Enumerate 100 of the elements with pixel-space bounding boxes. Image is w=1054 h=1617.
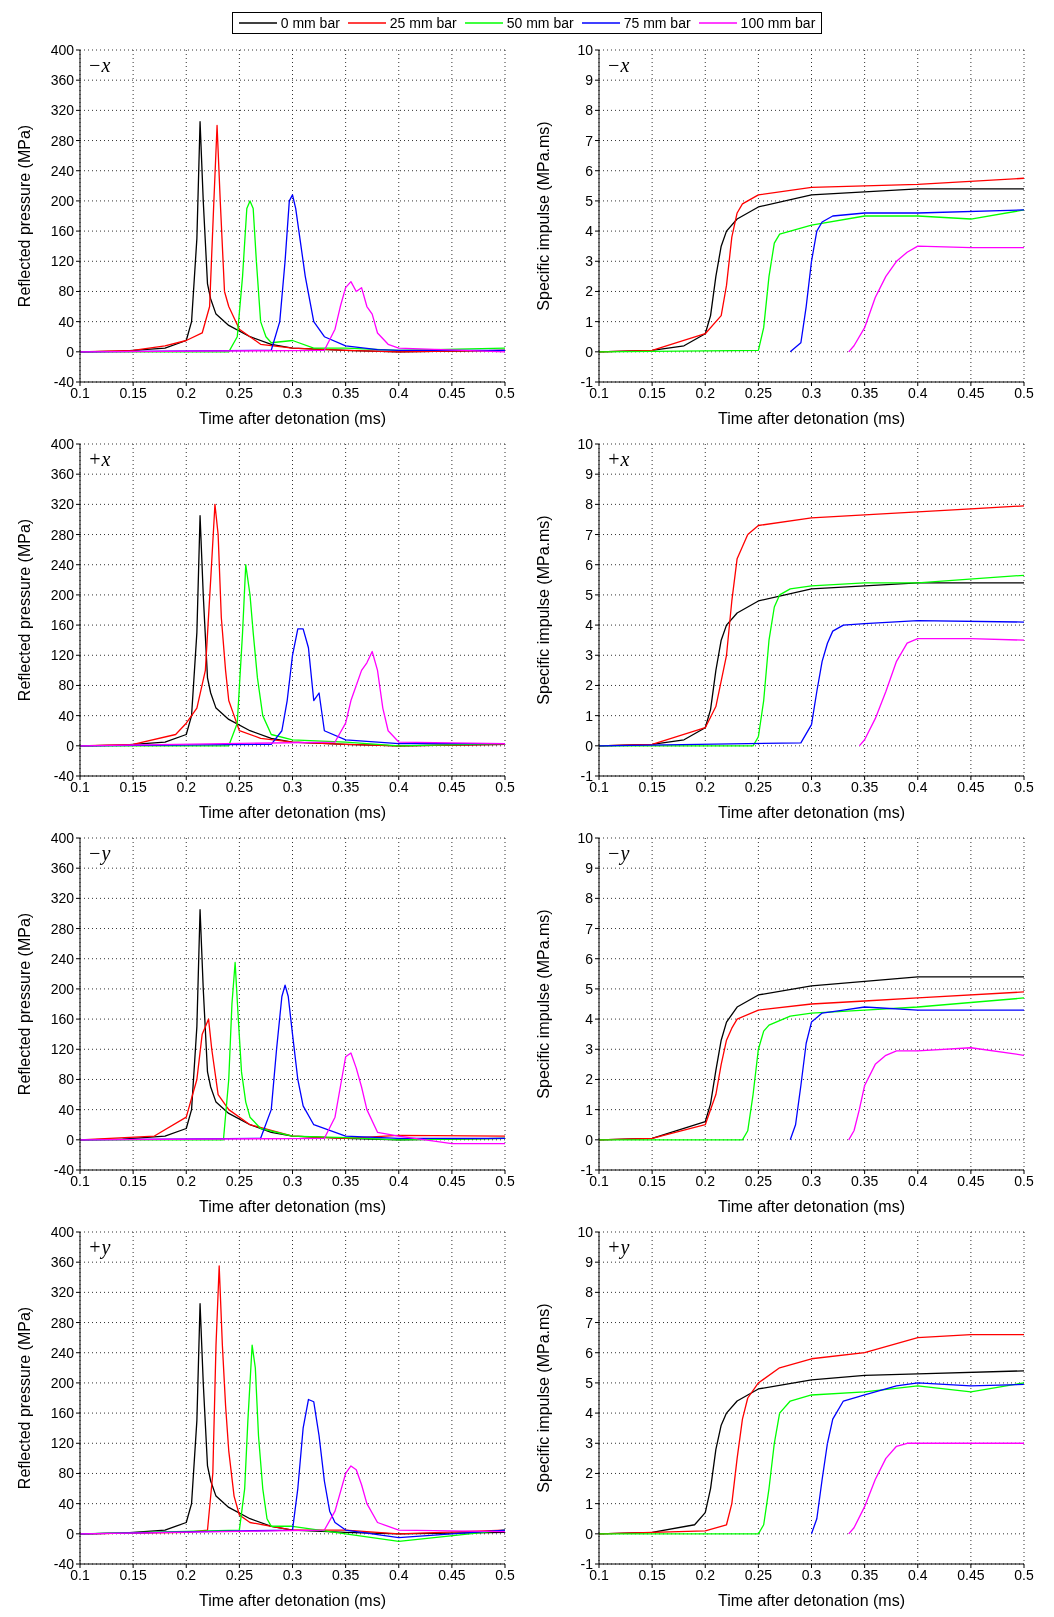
annotation: −x — [88, 54, 111, 77]
y-tick-label: 160 — [50, 1405, 75, 1422]
y-tick-label: 80 — [58, 1071, 75, 1088]
y-tick-label: 6 — [585, 556, 594, 573]
y-tick-label: 240 — [50, 1344, 75, 1361]
y-tick-label: 10 — [577, 1223, 594, 1240]
y-tick-label: -40 — [53, 1161, 75, 1178]
x-axis-title: Time after detonation (ms) — [198, 804, 387, 821]
y-tick-label: -40 — [53, 1555, 75, 1572]
y-tick-label: 7 — [585, 920, 594, 937]
x-tick-label: 0.2 — [695, 384, 716, 401]
y-tick-label: 240 — [50, 556, 75, 573]
y-tick-label: 1 — [585, 1495, 594, 1512]
y-tick-label: -40 — [53, 373, 75, 390]
x-tick-label: 0.35 — [332, 778, 360, 795]
x-tick-label: 0.15 — [119, 1172, 147, 1189]
y-tick-label: 0 — [66, 737, 75, 754]
line-series — [80, 1465, 505, 1535]
x-tick-label: 0.2 — [695, 778, 716, 795]
line-series — [848, 1442, 1024, 1535]
y-tick-label: 120 — [50, 1435, 75, 1452]
y-tick-label: 7 — [585, 526, 594, 543]
y-tick-label: 400 — [50, 1223, 75, 1240]
x-tick-label: 0.45 — [438, 384, 466, 401]
x-tick-label: 0.45 — [957, 1566, 985, 1583]
y-tick-label: 360 — [50, 466, 75, 483]
x-axis-title: Time after detonation (ms) — [198, 1198, 387, 1215]
y-tick-label: 200 — [50, 980, 75, 997]
x-tick-label: 0.35 — [851, 1172, 879, 1189]
y-tick-label: 0 — [585, 343, 594, 360]
x-tick-label: 0.35 — [332, 384, 360, 401]
y-tick-label: 8 — [585, 496, 594, 513]
y-tick-label: 240 — [50, 950, 75, 967]
y-tick-label: 280 — [50, 526, 75, 543]
y-tick-label: 10 — [577, 829, 594, 846]
x-tick-label: 0.5 — [495, 1172, 515, 1189]
y-tick-label: 9 — [585, 72, 594, 89]
y-tick-label: 3 — [585, 1435, 594, 1452]
x-tick-label: 0.25 — [744, 778, 773, 795]
y-tick-label: 4 — [585, 223, 594, 240]
y-tick-label: 400 — [50, 435, 75, 452]
x-tick-label: 0.3 — [801, 778, 822, 795]
x-tick-label: 0.35 — [851, 384, 879, 401]
y-tick-label: 3 — [585, 1041, 594, 1058]
y-tick-label: 8 — [585, 1284, 594, 1301]
x-tick-label: 0.3 — [282, 1172, 303, 1189]
x-tick-label: 0.15 — [638, 384, 666, 401]
y-tick-label: 40 — [58, 707, 75, 724]
x-tick-label: 0.4 — [389, 1172, 409, 1189]
x-axis-title: Time after detonation (ms) — [717, 410, 906, 427]
y-tick-label: 0 — [66, 1131, 75, 1148]
y-tick-label: 6 — [585, 162, 594, 179]
y-tick-label: 3 — [585, 647, 594, 664]
y-axis-title: Reflected pressure (MPa) — [15, 124, 33, 308]
x-tick-label: 0.2 — [176, 778, 197, 795]
legend-label: 50 mm bar — [506, 15, 574, 31]
annotation: +x — [88, 448, 111, 471]
x-axis-title: Time after detonation (ms) — [198, 1592, 387, 1609]
legend-label: 0 mm bar — [280, 15, 340, 31]
x-tick-label: 0.4 — [389, 778, 409, 795]
y-tick-label: 3 — [585, 253, 594, 270]
y-tick-label: 2 — [585, 1071, 594, 1088]
x-tick-label: 0.3 — [801, 1172, 822, 1189]
y-tick-label: 360 — [50, 1254, 75, 1271]
line-series — [80, 650, 505, 747]
x-tick-label: 0.35 — [332, 1566, 360, 1583]
y-tick-label: 1 — [585, 1101, 594, 1118]
y-tick-label: 80 — [58, 1465, 75, 1482]
y-tick-label: 0 — [585, 1525, 594, 1542]
x-tick-label: 0.5 — [1014, 1566, 1034, 1583]
y-tick-label: 5 — [585, 586, 594, 603]
y-tick-label: 400 — [50, 41, 75, 58]
y-tick-label: 2 — [585, 1465, 594, 1482]
y-axis-title: Reflected pressure (MPa) — [15, 1306, 33, 1490]
x-tick-label: 0.2 — [176, 1566, 197, 1583]
y-tick-label: 10 — [577, 435, 594, 452]
y-tick-label: 0 — [66, 1525, 75, 1542]
x-axis-title: Time after detonation (ms) — [717, 804, 906, 821]
x-tick-label: 0.5 — [495, 1566, 515, 1583]
y-tick-label: 6 — [585, 1344, 594, 1361]
y-tick-label: 40 — [58, 313, 75, 330]
x-tick-label: 0.25 — [744, 384, 773, 401]
y-tick-label: 320 — [50, 890, 75, 907]
y-tick-label: 9 — [585, 860, 594, 877]
x-tick-label: 0.25 — [225, 778, 254, 795]
x-tick-label: 0.4 — [389, 384, 409, 401]
y-tick-label: 280 — [50, 132, 75, 149]
x-tick-label: 0.15 — [119, 778, 147, 795]
x-tick-label: 0.3 — [282, 778, 303, 795]
x-tick-label: 0.4 — [389, 1566, 409, 1583]
annotation: −y — [88, 842, 111, 865]
x-tick-label: 0.15 — [638, 1566, 666, 1583]
annotation: +y — [607, 1236, 630, 1259]
y-tick-label: 360 — [50, 860, 75, 877]
y-tick-label: 120 — [50, 1041, 75, 1058]
x-axis-title: Time after detonation (ms) — [717, 1592, 906, 1609]
y-tick-label: 2 — [585, 677, 594, 694]
x-tick-label: 0.35 — [851, 1566, 879, 1583]
x-tick-label: 0.25 — [225, 1172, 254, 1189]
x-tick-label: 0.25 — [225, 384, 254, 401]
